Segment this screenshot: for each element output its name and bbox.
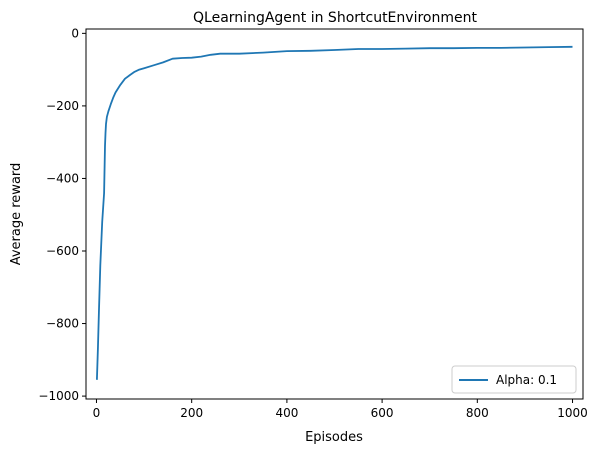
- plot-frame: [85, 28, 584, 400]
- x-tick-label: 800: [466, 406, 489, 420]
- y-tick-label: −1000: [38, 389, 79, 403]
- legend-label-alpha-0-1: Alpha: 0.1: [496, 373, 557, 387]
- legend: Alpha: 0.1: [451, 365, 577, 394]
- y-tick-label: −200: [46, 99, 79, 113]
- y-axis: 0 −200 −400 −600 −800 −1000: [38, 26, 86, 403]
- y-tick-label: −400: [46, 171, 79, 185]
- legend-box: [451, 365, 577, 394]
- y-tick-label: −800: [46, 317, 79, 331]
- x-axis-label: Episodes: [305, 430, 363, 445]
- y-tick-label: −600: [46, 244, 79, 258]
- x-tick-label: 600: [371, 406, 394, 420]
- x-tick-label: 200: [180, 406, 203, 420]
- x-tick-label: 1000: [557, 406, 588, 420]
- x-tick-label: 0: [93, 406, 101, 420]
- plot-area: [96, 45, 573, 380]
- y-tick-label: 0: [71, 26, 79, 40]
- series-line-alpha-0-1: [96, 45, 573, 380]
- x-tick-label: 400: [275, 406, 298, 420]
- x-axis: 0 200 400 600 800 1000: [93, 399, 588, 420]
- y-axis-label: Average reward: [9, 163, 24, 266]
- chart-title: QLearningAgent in ShortcutEnvironment: [193, 10, 477, 26]
